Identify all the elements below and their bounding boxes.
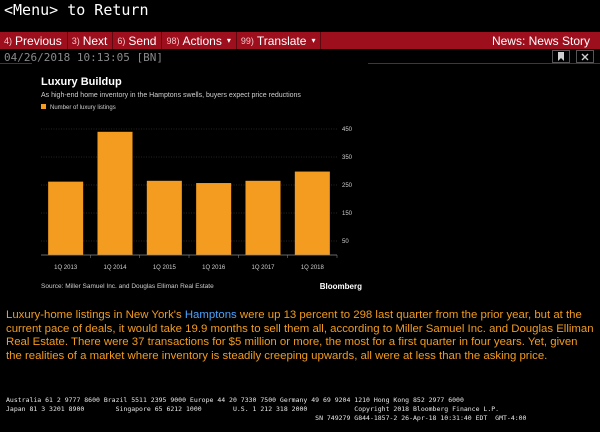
chart-title: Luxury Buildup	[41, 76, 122, 88]
previous-button[interactable]: 4) Previous	[0, 32, 68, 49]
footer-line-2: Japan 81 3 3201 8900 Singapore 65 6212 1…	[6, 405, 500, 413]
bar-1q-2013	[48, 181, 84, 255]
caret-down-icon: ▾	[226, 36, 231, 45]
y-tick-label: 150	[342, 211, 353, 217]
story-timestamp: 04/26/2018 10:13:05 [BN]	[4, 51, 163, 64]
story-icons	[552, 50, 594, 63]
next-button[interactable]: 3) Next	[68, 32, 114, 49]
y-tick-label: 350	[342, 155, 353, 161]
x-tick-label: 1Q 2014	[103, 265, 127, 271]
send-button[interactable]: 6) Send	[113, 32, 163, 49]
x-tick-label: 1Q 2017	[251, 265, 275, 271]
bar-1q-2014	[97, 131, 133, 255]
article-body: Luxury-home listings in New York's Hampt…	[6, 309, 594, 364]
chart-panel: Luxury Buildup As high-end home inventor…	[32, 63, 368, 304]
footer-line-3: SN 749279 G844-1857-2 26-Apr-18 10:31:40…	[6, 414, 527, 422]
footer-line-1: Australia 61 2 9777 8600 Brazil 5511 239…	[6, 396, 464, 404]
bar-1q-2018	[294, 171, 330, 255]
caret-down-icon: ▾	[311, 36, 316, 45]
article-text-1: Luxury-home listings in New York's	[6, 309, 185, 321]
hamptons-link[interactable]: Hamptons	[184, 309, 237, 321]
return-hint: <Menu> to Return	[4, 1, 149, 19]
chart-subtitle: As high-end home inventory in the Hampto…	[41, 92, 301, 99]
bar-1q-2015	[146, 180, 182, 255]
legend-swatch	[41, 104, 46, 109]
bar-1q-2016	[196, 183, 232, 255]
x-tick-label: 1Q 2016	[202, 265, 226, 271]
bar-1q-2017	[245, 180, 281, 255]
footer: Australia 61 2 9777 8600 Brazil 5511 239…	[6, 396, 596, 423]
bar-chart: Luxury Buildup As high-end home inventor…	[41, 76, 362, 291]
x-tick-label: 1Q 2015	[153, 265, 177, 271]
y-tick-label: 50	[342, 239, 349, 245]
bloomberg-logo: Bloomberg	[320, 282, 362, 291]
translate-menu-button[interactable]: 99) Translate ▾	[237, 32, 322, 49]
legend-label: Number of luxury listings	[50, 105, 116, 111]
close-icon[interactable]	[576, 50, 594, 63]
bookmark-icon[interactable]	[552, 50, 570, 63]
article-text-2: were up 13 percent to 298 last quarter f…	[6, 309, 594, 363]
screen-title: News: News Story	[491, 33, 590, 48]
toolbar: 4) Previous 3) Next 6) Send 98) Actions …	[0, 32, 600, 49]
x-tick-label: 1Q 2018	[301, 265, 325, 271]
y-tick-label: 250	[342, 183, 353, 189]
actions-menu-button[interactable]: 98) Actions ▾	[162, 32, 237, 49]
y-tick-label: 450	[342, 127, 353, 133]
chart-source: Source: Miller Samuel Inc. and Douglas E…	[41, 283, 214, 290]
x-tick-label: 1Q 2013	[54, 265, 78, 271]
